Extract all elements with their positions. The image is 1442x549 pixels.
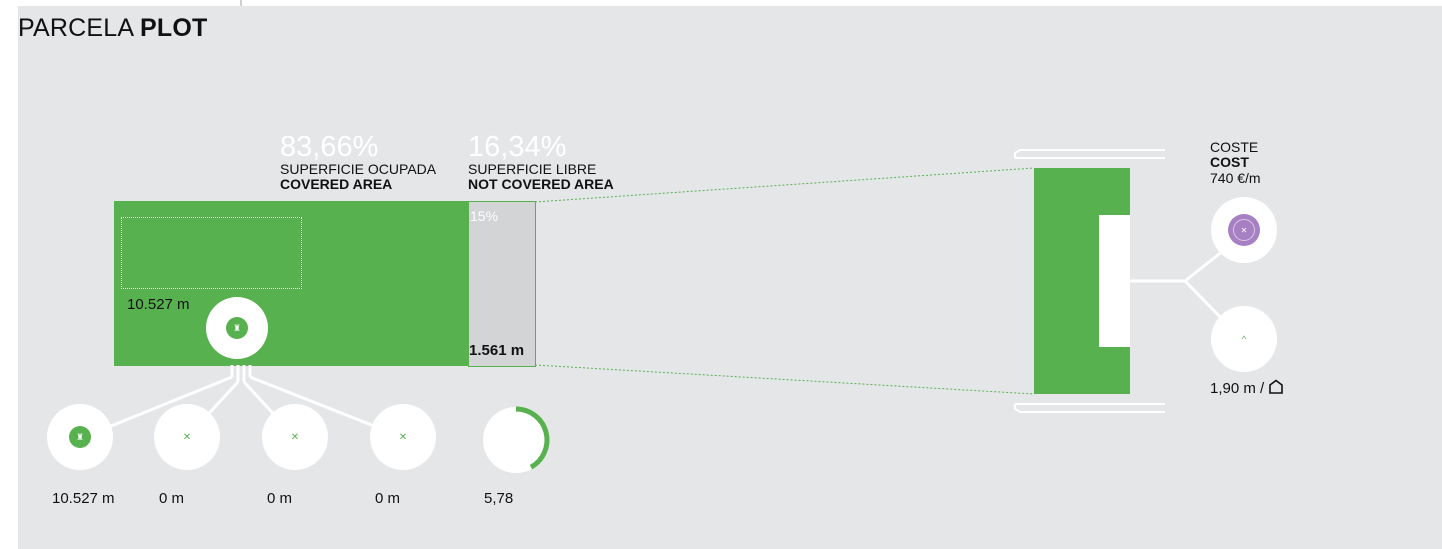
breakdown-circle-2[interactable]: ✕ bbox=[154, 404, 220, 470]
cost-label-es: COSTE bbox=[1210, 139, 1259, 155]
free-label-en: NOT COVERED AREA bbox=[468, 176, 614, 192]
height-value: 1,90 m / bbox=[1210, 380, 1265, 397]
title-light: PARCELA bbox=[18, 14, 133, 42]
covered-area-block bbox=[114, 201, 468, 366]
breakdown-value-2: 0 m bbox=[159, 490, 185, 507]
chevron-up-icon: ^ bbox=[1241, 334, 1247, 344]
breakdown-value-1: 10.527 m bbox=[52, 490, 115, 507]
cost-label-en: COST bbox=[1210, 154, 1249, 170]
cost-circle[interactable]: ✕ bbox=[1211, 197, 1277, 263]
free-area-block bbox=[468, 201, 536, 367]
gauge-value: 5,78 bbox=[484, 490, 514, 507]
page-title: PARCELA PLOT bbox=[18, 14, 208, 43]
x-icon: ✕ bbox=[398, 431, 408, 443]
gauge-arc bbox=[515, 406, 550, 470]
covered-length: 10.527 m bbox=[127, 296, 190, 313]
breakdown-value-4: 0 m bbox=[375, 490, 401, 507]
free-slope-value: 15% bbox=[470, 208, 499, 224]
tree-icon: ♜ bbox=[69, 426, 91, 448]
cost-value: 740 €/m bbox=[1210, 170, 1261, 186]
coin-icon: ✕ bbox=[1233, 219, 1255, 241]
house-icon bbox=[1269, 379, 1284, 394]
breakdown-circle-3[interactable]: ✕ bbox=[262, 404, 328, 470]
covered-percent: 83,66% bbox=[280, 131, 379, 163]
x-icon: ✕ bbox=[182, 431, 192, 443]
gauge[interactable] bbox=[480, 404, 552, 476]
title-bold: PLOT bbox=[140, 14, 208, 42]
x-icon: ✕ bbox=[290, 431, 300, 443]
covered-label-en: COVERED AREA bbox=[280, 176, 393, 192]
building-footprint bbox=[121, 217, 302, 289]
breakdown-circle-4[interactable]: ✕ bbox=[370, 404, 436, 470]
height-circle[interactable]: ^ bbox=[1211, 306, 1277, 372]
covered-label-es: SUPERFICIE OCUPADA bbox=[280, 161, 437, 177]
gauge-background bbox=[483, 407, 549, 473]
height-value-row: 1,90 m / bbox=[1210, 379, 1284, 397]
free-label-es: SUPERFICIE LIBRE bbox=[468, 161, 597, 177]
cost-dot: ✕ bbox=[1228, 214, 1260, 246]
breakdown-value-3: 0 m bbox=[267, 490, 293, 507]
covered-summary-circle[interactable]: ♜ bbox=[206, 297, 268, 359]
top-divider bbox=[240, 0, 242, 6]
breakdown-circle-1[interactable]: ♜ bbox=[47, 404, 113, 470]
tree-icon: ♜ bbox=[226, 317, 248, 339]
section-building-cutout bbox=[1099, 215, 1130, 347]
free-percent: 16,34% bbox=[468, 131, 567, 163]
free-length: 1.561 m bbox=[469, 342, 525, 359]
